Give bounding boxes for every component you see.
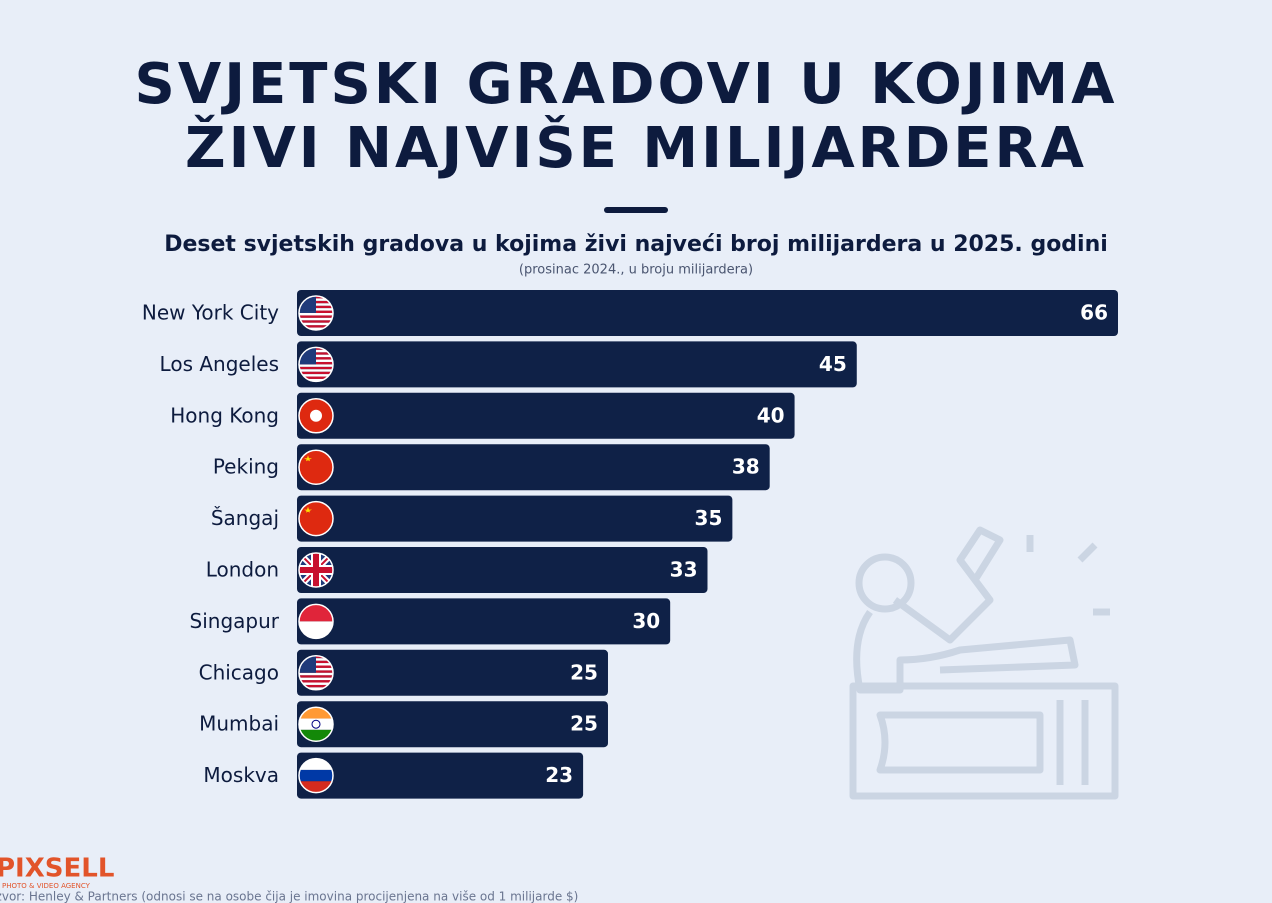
- flag-part: [299, 567, 333, 573]
- flag-part: [299, 718, 333, 730]
- bar: [297, 341, 857, 388]
- category-label: Singapur: [190, 609, 280, 633]
- bar: [297, 547, 708, 593]
- flag-ring: [298, 552, 334, 588]
- category-label: New York City: [142, 301, 279, 325]
- flag-ring: [298, 346, 334, 383]
- value-label: 23: [545, 763, 573, 787]
- category-label: Los Angeles: [160, 352, 279, 376]
- bar: [297, 752, 584, 799]
- flag-part: [299, 371, 333, 375]
- flag: [299, 553, 333, 587]
- flag-part: [299, 322, 333, 326]
- flag-part: [299, 327, 333, 330]
- flag-part: [299, 376, 333, 379]
- flag-part: [299, 769, 333, 782]
- flag-part: [299, 378, 333, 382]
- flag-ring: [298, 603, 334, 640]
- flag-part: [299, 677, 333, 681]
- flag: [299, 707, 333, 742]
- category-label: London: [206, 558, 279, 582]
- flag-part: [299, 758, 333, 770]
- value-label: 35: [695, 506, 723, 530]
- value-label: 25: [570, 712, 598, 736]
- flag-part: [299, 675, 333, 678]
- flag: [299, 398, 333, 433]
- category-label: Chicago: [199, 660, 279, 684]
- category-label: Moskva: [203, 763, 279, 787]
- divider: [604, 207, 668, 213]
- flag: [299, 450, 333, 485]
- flag-ring: [298, 295, 334, 331]
- flag-part: [299, 364, 333, 367]
- category-label: Hong Kong: [170, 403, 279, 427]
- flag-ring: [298, 706, 334, 742]
- flag-ring: [298, 398, 334, 434]
- flag: [299, 501, 333, 536]
- flag-ring: [298, 655, 334, 691]
- flag-part: [299, 621, 333, 639]
- category-label: Peking: [213, 455, 279, 479]
- flag-part: [299, 682, 333, 685]
- flag-part: [299, 317, 333, 321]
- flag-part: [299, 687, 333, 690]
- bar: [297, 290, 1118, 336]
- flag: [299, 758, 333, 793]
- flag-part: [299, 604, 333, 622]
- chart-title: ŽIVI NAJVIŠE MILIJARDERA: [185, 115, 1087, 181]
- flag-part: [299, 320, 333, 323]
- bar: [297, 444, 770, 491]
- flag-part: [310, 409, 322, 422]
- flag-part: [299, 781, 333, 793]
- flag-part: [299, 366, 333, 370]
- value-label: 30: [632, 609, 660, 633]
- category-label: Šangaj: [211, 506, 279, 530]
- flag-part: [299, 315, 333, 318]
- flag-part: [299, 501, 333, 536]
- flag: [299, 604, 333, 639]
- logo-tagline: PHOTO & VIDEO AGENCY: [2, 882, 91, 890]
- category-label: Mumbai: [199, 712, 279, 736]
- value-label: 38: [732, 455, 760, 479]
- flag-part: [311, 719, 321, 729]
- bar: [297, 392, 795, 439]
- bar: [297, 495, 733, 542]
- note: (prosinac 2024., u broju milijardera): [519, 263, 753, 278]
- flag-part: [299, 450, 333, 485]
- value-label: 66: [1080, 301, 1108, 325]
- value-label: 25: [570, 660, 598, 684]
- flag-part: [299, 684, 333, 688]
- flag-part: [299, 707, 333, 719]
- logo: PIXSELL: [0, 854, 114, 884]
- flag: [299, 296, 333, 330]
- flag-part: [299, 313, 333, 316]
- subtitle: Deset svjetskih gradova u kojima živi na…: [164, 232, 1108, 257]
- flag-part: [304, 455, 312, 462]
- flag-ring: [298, 757, 334, 794]
- bar: [297, 649, 608, 696]
- flag-part: [299, 672, 333, 676]
- flag-part: [299, 680, 333, 683]
- bar: [297, 701, 608, 748]
- source: Izvor: Henley & Partners (odnosi se na o…: [0, 890, 578, 903]
- flag-part: [299, 369, 333, 372]
- value-label: 33: [670, 558, 698, 582]
- flag-part: [304, 506, 312, 513]
- illustration: [849, 526, 1119, 800]
- flag-ring: [298, 500, 334, 537]
- flag-part: [299, 374, 333, 377]
- flag-part: [299, 325, 333, 328]
- value-label: 40: [757, 403, 785, 427]
- bar: [297, 598, 671, 645]
- flag-ring: [298, 449, 334, 485]
- flag-part: [299, 729, 333, 742]
- chart-title: SVJETSKI GRADOVI U KOJIMA: [135, 52, 1118, 117]
- value-label: 45: [819, 352, 847, 376]
